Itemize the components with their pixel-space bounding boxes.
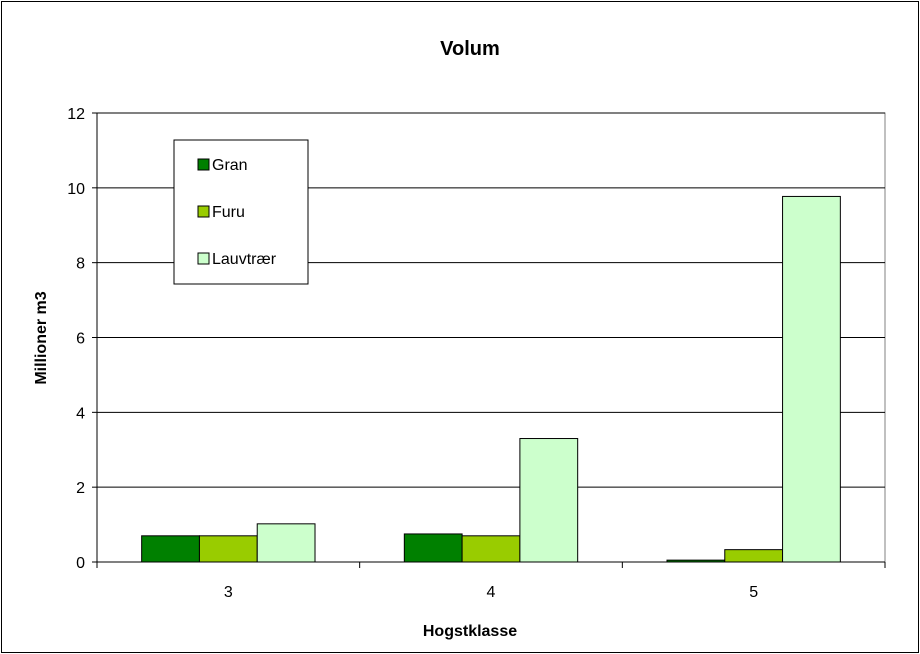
bar-furu-5 xyxy=(724,549,784,563)
y-tick-label: 2 xyxy=(76,480,85,497)
legend-swatch-lauvtrær xyxy=(197,252,210,265)
y-tick-label: 6 xyxy=(76,331,85,348)
legend-box xyxy=(173,139,309,285)
y-axis-title: Millioner m3 xyxy=(33,291,50,384)
y-tick-label: 12 xyxy=(67,106,85,123)
bars xyxy=(141,195,841,563)
bar-lauvtrær-4 xyxy=(519,438,579,563)
x-tick-label: 5 xyxy=(749,584,758,601)
bar-furu-4 xyxy=(461,535,521,563)
bar-gran-4 xyxy=(403,533,463,563)
x-tick-labels: 3 4 5 xyxy=(224,584,758,601)
y-tick-label: 8 xyxy=(76,256,85,273)
bar-lauvtrær-5 xyxy=(782,195,841,563)
legend-label: Furu xyxy=(212,204,245,221)
legend-swatch-furu xyxy=(197,205,210,218)
x-tick-label: 4 xyxy=(487,584,496,601)
y-tick-labels: 0 2 4 6 8 10 12 xyxy=(67,106,85,572)
x-tick-label: 3 xyxy=(224,584,233,601)
chart-title: Volum xyxy=(440,38,500,60)
legend-label: Gran xyxy=(212,157,248,174)
y-tick-label: 4 xyxy=(76,405,85,422)
bar-gran-3 xyxy=(141,535,200,563)
axes xyxy=(92,112,886,568)
y-tick-label: 10 xyxy=(67,181,85,198)
x-axis-title: Hogstklasse xyxy=(423,623,517,640)
legend-swatch-gran xyxy=(197,158,210,171)
bar-lauvtrær-3 xyxy=(256,523,316,563)
legend: Gran Furu Lauvtrær xyxy=(173,139,309,285)
legend-label: Lauvtrær xyxy=(212,251,277,268)
bar-furu-3 xyxy=(198,535,258,563)
y-tick-label: 0 xyxy=(76,555,85,572)
